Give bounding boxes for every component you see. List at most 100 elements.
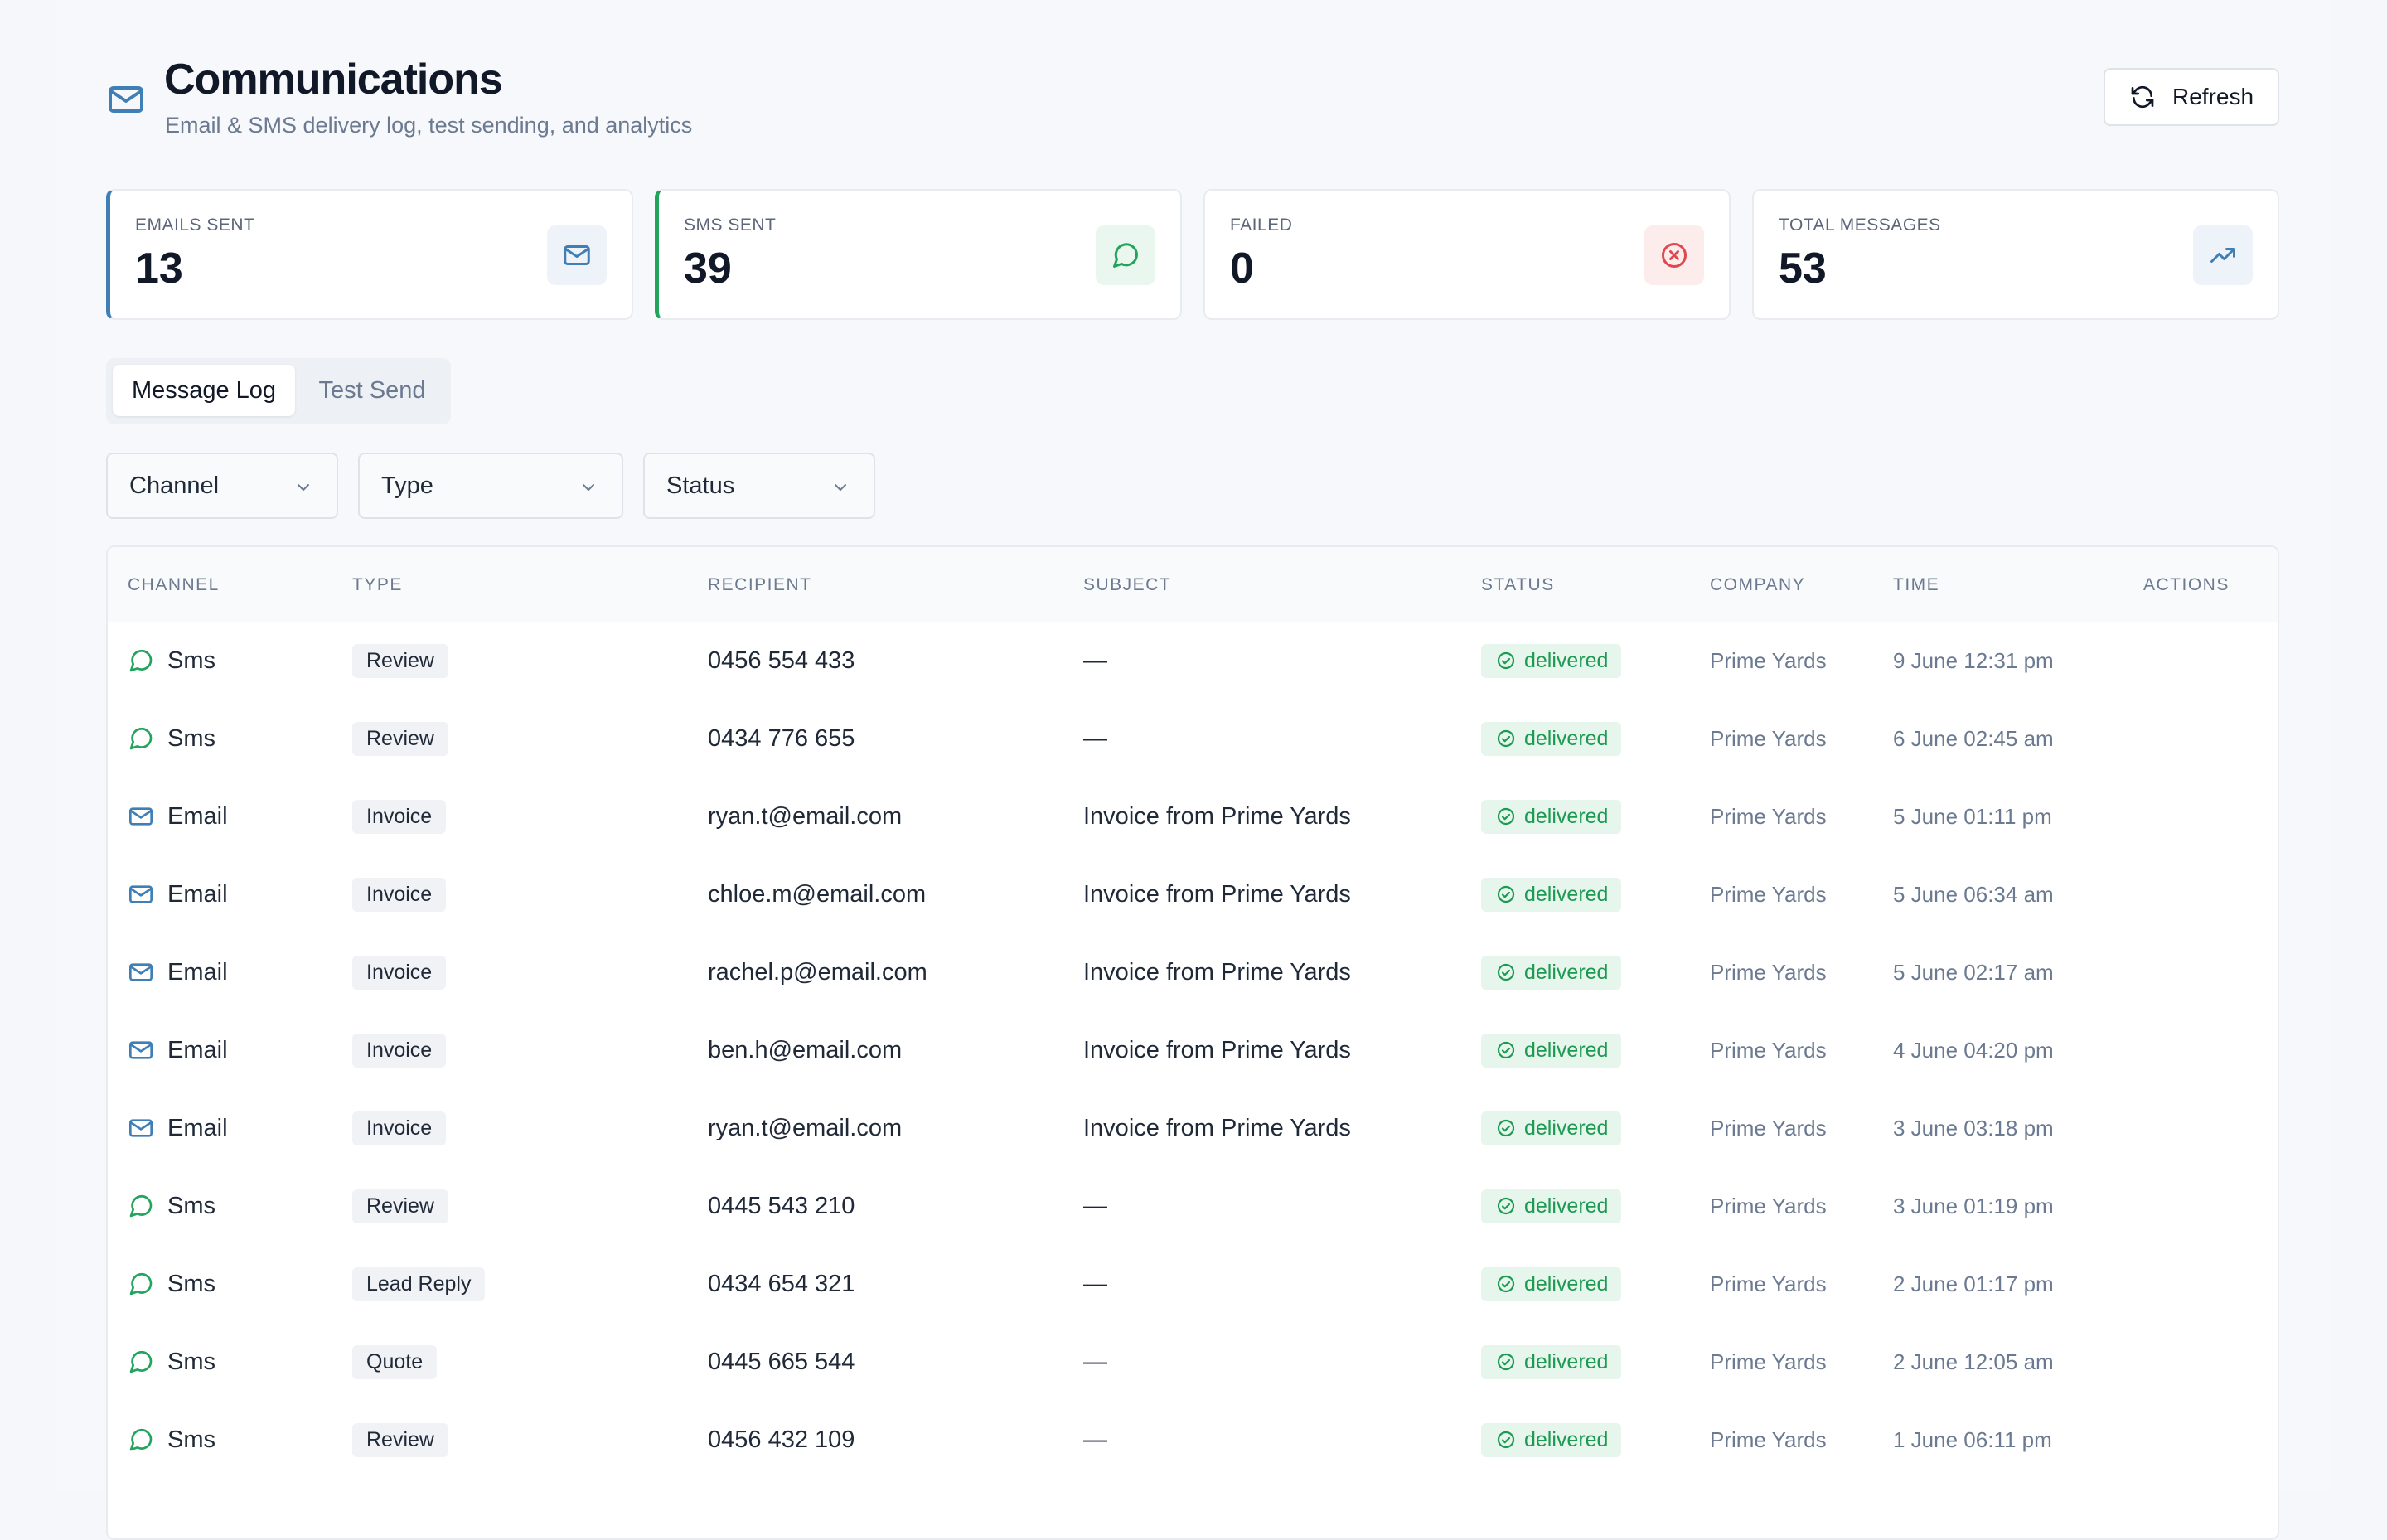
type-cell: Invoice [352, 1011, 447, 1089]
page-subtitle: Email & SMS delivery log, test sending, … [165, 113, 693, 138]
stat-badge [1644, 225, 1704, 285]
stat-label: SMS SENT [684, 216, 777, 235]
status-cell: delivered [1481, 1089, 1622, 1167]
message-circle-icon [129, 650, 153, 672]
stat-card-emails-sent: EMAILS SENT 13 [106, 189, 633, 320]
table-row[interactable]: Email Invoice chloe.m@email.com Invoice fro… [108, 855, 2278, 935]
channel-filter-select[interactable]: Channel [106, 453, 338, 519]
channel-cell: Email [128, 1089, 228, 1167]
channel-label: Sms [167, 1348, 215, 1375]
check-circle-icon [1497, 1041, 1515, 1059]
message-circle-icon [129, 728, 153, 750]
column-header-type[interactable]: TYPE [352, 575, 403, 594]
chevron-down-icon [835, 484, 846, 491]
column-header-actions: ACTIONS [2143, 575, 2230, 594]
table-row[interactable]: Email Invoice ben.h@email.com Invoice from … [108, 1011, 2278, 1091]
channel-cell: Email [128, 933, 228, 1011]
mail-icon [129, 1041, 153, 1059]
refresh-icon [2131, 85, 2154, 109]
type-cell: Review [352, 622, 448, 700]
mail-icon [109, 86, 143, 113]
message-circle-icon [1113, 243, 1139, 268]
company-cell: Prime Yards [1710, 1426, 1827, 1452]
stat-label: EMAILS SENT [135, 216, 255, 235]
status-badge: delivered [1481, 1033, 1622, 1068]
recipient-cell: chloe.m@email.com [708, 880, 927, 908]
stat-badge [547, 225, 607, 285]
chevron-down-icon [298, 484, 309, 491]
column-header-recipient[interactable]: RECIPIENT [708, 575, 812, 594]
x-circle-icon [1662, 243, 1687, 268]
status-label: delivered [1524, 1194, 1609, 1218]
type-cell: Invoice [352, 933, 447, 1011]
status-badge: delivered [1481, 1344, 1622, 1379]
mail-icon [129, 807, 153, 826]
company-cell: Prime Yards [1710, 881, 1827, 907]
channel-label: Sms [167, 1426, 215, 1453]
table-row[interactable]: Sms Review 0445 543 210 — delivered Prime Yar… [108, 1167, 2278, 1247]
tab-message-log[interactable]: Message Log [113, 365, 295, 416]
message-circle-icon [129, 1273, 153, 1295]
recipient-cell: 0445 665 544 [708, 1348, 855, 1375]
column-header-status[interactable]: STATUS [1481, 575, 1555, 594]
column-header-channel[interactable]: CHANNEL [128, 575, 220, 594]
recipient-cell: 0434 776 655 [708, 724, 855, 752]
channel-label: Sms [167, 724, 215, 752]
recipient-cell: rachel.p@email.com [708, 958, 927, 986]
channel-label: Email [167, 1114, 228, 1141]
table-row[interactable]: Email Invoice rachel.p@email.com Invoice fr… [108, 933, 2278, 1013]
message-log-table: CHANNEL TYPE RECIPIENT SUBJECT STATUS CO… [106, 545, 2279, 1540]
company-cell: Prime Yards [1710, 803, 1827, 829]
type-badge: Quote [352, 1344, 438, 1379]
check-circle-icon [1497, 651, 1515, 670]
type-badge: Lead Reply [352, 1266, 486, 1301]
table-row[interactable]: Sms Review 0456 432 109 — delivered Prime Yar… [108, 1401, 2278, 1480]
channel-label: Email [167, 958, 228, 986]
message-circle-icon [129, 1195, 153, 1218]
time-cell: 2 June 12:05 am [1893, 1349, 2054, 1374]
table-row[interactable]: Sms Review 0434 776 655 — delivered Prime Yar… [108, 700, 2278, 779]
channel-cell: Sms [128, 700, 215, 777]
subject-cell: — [1083, 1270, 1107, 1297]
refresh-label: Refresh [2172, 84, 2254, 109]
table-row[interactable]: Sms Lead Reply 0434 654 321 — delivered Prime… [108, 1245, 2278, 1324]
status-label: delivered [1524, 726, 1609, 750]
table-row[interactable]: Sms Quote 0445 665 544 — delivered Prime Yard… [108, 1323, 2278, 1402]
channel-label: Email [167, 802, 228, 830]
status-cell: delivered [1481, 1323, 1622, 1401]
table-row[interactable]: Email Invoice ryan.t@email.com Invoice from… [108, 777, 2278, 857]
table-row[interactable]: Sms Review 0456 554 433 — delivered Prime Yar… [108, 622, 2278, 701]
recipient-cell: 0456 432 109 [708, 1426, 855, 1453]
table-row[interactable]: Email Invoice ryan.t@email.com Invoice from… [108, 1089, 2278, 1169]
status-filter-select[interactable]: Status [643, 453, 875, 519]
time-cell: 5 June 01:11 pm [1893, 803, 2052, 829]
status-label: delivered [1524, 1271, 1609, 1295]
type-filter-select[interactable]: Type [358, 453, 623, 519]
channel-cell: Sms [128, 622, 215, 700]
status-cell: delivered [1481, 1167, 1622, 1245]
trending-up-icon [2210, 248, 2235, 263]
time-cell: 3 June 01:19 pm [1893, 1193, 2054, 1218]
company-cell: Prime Yards [1710, 1271, 1827, 1296]
column-header-company[interactable]: COMPANY [1710, 575, 1806, 594]
table-row[interactable] [108, 1479, 2278, 1538]
status-label: delivered [1524, 1116, 1609, 1140]
tab-test-send[interactable]: Test Send [318, 376, 426, 404]
channel-cell: Sms [128, 1323, 215, 1401]
subject-cell: — [1083, 1192, 1107, 1219]
company-cell: Prime Yards [1710, 1037, 1827, 1063]
subject-cell: Invoice from Prime Yards [1083, 1114, 1351, 1141]
refresh-button[interactable]: Refresh [2104, 68, 2279, 126]
stat-card-sms-sent: SMS SENT 39 [655, 189, 1182, 320]
recipient-cell: ryan.t@email.com [708, 802, 903, 830]
subject-cell: Invoice from Prime Yards [1083, 880, 1351, 908]
page-header: Communications Email & SMS delivery log,… [106, 55, 2279, 146]
check-circle-icon [1497, 1431, 1515, 1449]
column-header-time[interactable]: TIME [1893, 575, 1940, 594]
time-cell: 5 June 06:34 am [1893, 881, 2054, 907]
column-header-subject[interactable]: SUBJECT [1083, 575, 1172, 594]
type-cell: Review [352, 700, 448, 777]
subject-cell: Invoice from Prime Yards [1083, 958, 1351, 986]
stat-label: FAILED [1230, 216, 1293, 235]
subject-cell: — [1083, 724, 1107, 752]
